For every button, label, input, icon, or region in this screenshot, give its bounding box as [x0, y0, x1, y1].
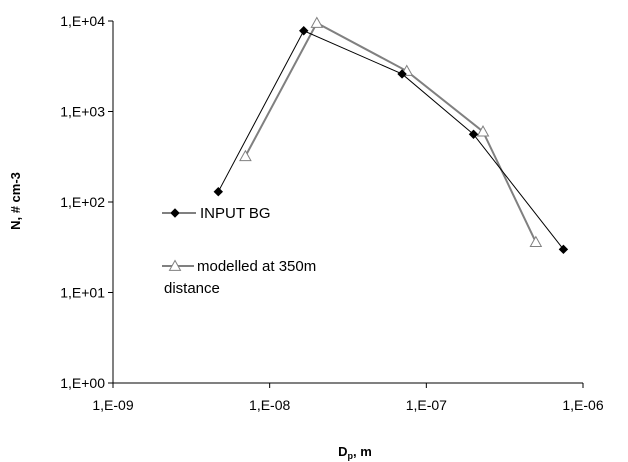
series-line: [244, 21, 537, 243]
x-tick-label: 1,E-09: [92, 397, 133, 413]
axes: 1,E+00 1,E+01 1,E+02 1,E+03 1,E+04 1,E-09 1,E-…: [60, 13, 604, 413]
legend-entry-modelled: modelled at 350m distance: [162, 258, 316, 297]
legend: INPUT BG modelled at 350m distance: [162, 205, 316, 297]
x-axis-title: Dp, m: [338, 444, 372, 461]
legend-label-input-bg: INPUT BG: [200, 205, 271, 222]
series-modelled: [239, 16, 543, 248]
series-input-bg: [213, 26, 569, 255]
diamond-marker: [397, 69, 407, 79]
y-tick-label: 1,E+03: [60, 104, 105, 120]
diamond-marker: [558, 244, 569, 255]
triangle-marker: [239, 149, 252, 162]
x-tick-label: 1,E-08: [249, 397, 290, 413]
y-tick-label: 1,E+00: [60, 375, 105, 391]
diamond-marker: [213, 186, 224, 197]
legend-label-modelled-line2: distance: [164, 280, 220, 297]
triangle-marker: [476, 125, 490, 137]
y-tick-label: 1,E+02: [60, 194, 105, 210]
triangle-marker: [310, 16, 324, 28]
diamond-marker: [170, 208, 180, 218]
x-tick-label: 1,E-06: [562, 397, 603, 413]
x-axis-title-unit: , m: [353, 444, 372, 459]
y-tick-label: 1,E+04: [60, 13, 105, 29]
triangle-marker: [529, 235, 543, 248]
y-axis-title: N, # cm-3: [8, 172, 23, 230]
x-axis-title-subscript: p: [348, 451, 354, 461]
legend-label-modelled-line1: modelled at 350m: [197, 258, 316, 275]
triangle-marker: [168, 259, 182, 271]
y-tick-label: 1,E+01: [60, 285, 105, 301]
diamond-marker: [299, 26, 309, 36]
series-group: [213, 16, 569, 255]
x-axis-title-main: D: [338, 444, 347, 459]
legend-entry-input-bg: INPUT BG: [162, 205, 271, 222]
x-tick-label: 1,E-07: [406, 397, 447, 413]
diamond-marker: [468, 129, 479, 139]
